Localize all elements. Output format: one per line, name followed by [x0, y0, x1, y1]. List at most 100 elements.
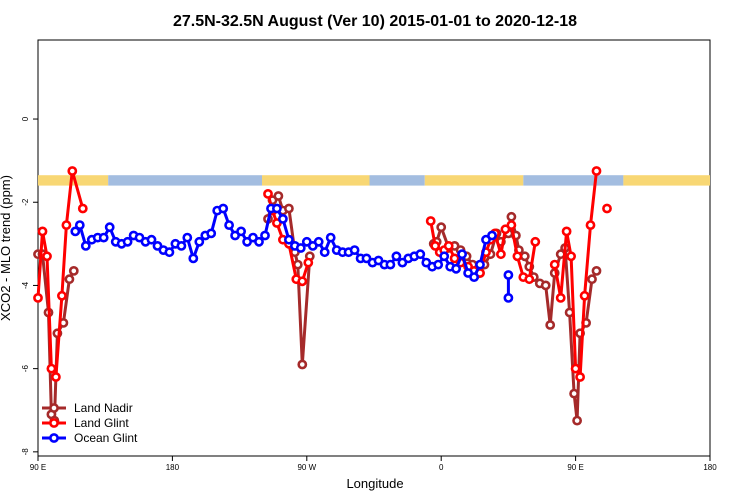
- data-point: [104, 222, 115, 233]
- data-point: [579, 290, 590, 301]
- y-tick-label: 0: [21, 116, 30, 121]
- x-axis: 90 E 180 90 W 0 90 E 180: [30, 456, 717, 472]
- data-point: [67, 166, 78, 176]
- data-point: [64, 274, 75, 285]
- data-point: [503, 292, 514, 303]
- surface-band-land: [623, 175, 710, 186]
- data-point: [506, 220, 517, 230]
- x-tick-label: 180: [703, 463, 717, 472]
- data-point: [561, 226, 572, 237]
- data-point: [33, 292, 43, 303]
- data-point: [42, 251, 52, 262]
- data-point: [188, 253, 199, 264]
- data-point: [283, 203, 294, 214]
- chart-title: 27.5N-32.5N August (Ver 10) 2015-01-01 t…: [173, 13, 577, 30]
- data-point: [236, 226, 246, 237]
- data-point: [457, 249, 467, 260]
- data-point: [182, 232, 193, 243]
- data-point: [70, 226, 81, 237]
- data-point: [475, 259, 485, 270]
- data-point: [349, 245, 360, 255]
- data-point: [260, 230, 270, 241]
- data-point: [176, 240, 187, 251]
- data-point: [436, 222, 447, 233]
- y-axis: 0 -2 -4 -6 -8: [21, 116, 38, 455]
- plot-area: [37, 39, 711, 457]
- surface-band-land: [38, 175, 109, 186]
- y-tick-label: -6: [21, 365, 30, 373]
- data-point: [591, 166, 602, 176]
- x-tick-label: 180: [166, 463, 180, 472]
- data-point: [313, 236, 324, 247]
- surface-band-ocean: [369, 175, 425, 186]
- legend-item-land-glint: Land Glint: [42, 416, 129, 430]
- data-point: [295, 243, 306, 253]
- data-point: [122, 236, 133, 247]
- data-point: [283, 234, 294, 245]
- data-point: [77, 203, 88, 214]
- data-point: [80, 240, 91, 251]
- data-point: [585, 220, 596, 230]
- data-point: [506, 211, 517, 222]
- legend-marker: [49, 418, 59, 428]
- y-tick-label: -8: [21, 448, 30, 456]
- surface-band-ocean: [523, 175, 624, 186]
- data-point: [297, 359, 308, 370]
- data-point: [303, 257, 314, 268]
- data-point: [319, 247, 330, 258]
- data-point: [430, 240, 441, 251]
- legend-item-ocean-glint: Ocean Glint: [42, 431, 138, 445]
- data-point: [439, 251, 450, 262]
- data-point: [254, 236, 264, 247]
- data-point: [545, 320, 556, 330]
- legend-marker: [49, 403, 59, 413]
- data-point: [433, 259, 444, 270]
- data-point: [469, 272, 479, 282]
- data-point: [271, 203, 282, 214]
- data-point: [540, 280, 551, 291]
- x-tick-label: 90 E: [567, 463, 583, 472]
- data-point: [602, 203, 612, 214]
- legend-item-land-nadir: Land Nadir: [42, 401, 133, 415]
- y-tick-label: -2: [21, 198, 30, 206]
- data-point: [487, 230, 497, 241]
- data-point: [415, 249, 426, 260]
- data-point: [273, 191, 284, 201]
- data-point: [98, 232, 109, 243]
- data-point: [74, 220, 85, 230]
- data-point: [443, 240, 454, 251]
- data-point: [61, 220, 72, 230]
- legend-label: Land Glint: [74, 416, 129, 430]
- data-point: [587, 274, 597, 285]
- x-tick-label: 90 W: [297, 463, 316, 472]
- data-point: [530, 236, 541, 247]
- data-point: [566, 251, 576, 262]
- data-point: [57, 290, 67, 301]
- x-tick-label: 0: [439, 463, 444, 472]
- data-point: [68, 265, 79, 276]
- data-point: [263, 188, 273, 199]
- x-axis-label: Longitude: [346, 476, 403, 491]
- data-point: [570, 363, 581, 374]
- series-line: [553, 170, 598, 379]
- data-point: [146, 234, 157, 245]
- data-point: [503, 270, 514, 280]
- data-point: [37, 226, 48, 237]
- data-point: [224, 220, 234, 230]
- data-point: [385, 259, 396, 270]
- data-point: [391, 251, 402, 262]
- data-point: [46, 363, 57, 374]
- legend-label: Land Nadir: [74, 401, 133, 415]
- series-land-glint: [33, 166, 612, 382]
- data-point: [495, 249, 506, 260]
- surface-band-land: [262, 175, 370, 186]
- data-point: [277, 213, 288, 224]
- data-point: [591, 265, 602, 276]
- data-point: [325, 232, 336, 243]
- data-point: [425, 216, 436, 226]
- data-point: [297, 276, 308, 287]
- data-point: [218, 203, 229, 214]
- data-point: [206, 228, 217, 239]
- data-point: [555, 292, 566, 303]
